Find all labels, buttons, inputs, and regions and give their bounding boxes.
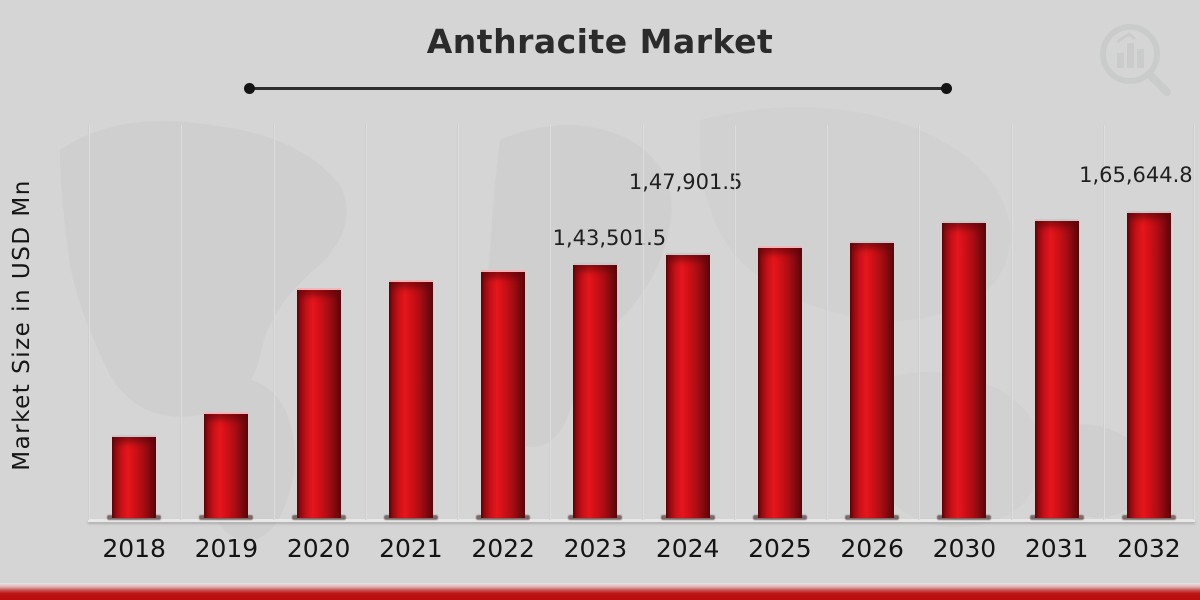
y-axis-label: Market Size in USD Mn (9, 179, 35, 471)
x-tick-label-2030: 2030 (932, 534, 997, 563)
gridline (733, 125, 736, 520)
x-tick-label-2019: 2019 (194, 534, 259, 563)
x-tick-label-2024: 2024 (655, 534, 720, 563)
bar-slot-2022 (457, 125, 549, 520)
gridline (88, 125, 90, 520)
data-label-2032: 1,65,644.8 (1079, 163, 1193, 187)
bar-slot-2031 (1011, 125, 1103, 520)
data-label-2024: 1,47,901.5 (628, 170, 743, 194)
x-tick-label-2020: 2020 (286, 534, 351, 563)
bar-2018 (112, 435, 157, 518)
title-underline (244, 83, 952, 94)
bar-2026 (850, 241, 895, 518)
x-tick-label-2025: 2025 (748, 534, 812, 563)
bar-slot-2024: 1,47,901.5 (629, 125, 742, 520)
bar-slot-2032: 1,65,644.8 (1079, 125, 1195, 520)
bar-slot-2030 (918, 125, 1010, 520)
x-axis-line (88, 519, 1195, 522)
gridline (272, 125, 275, 520)
gridline (180, 125, 183, 520)
gridline (364, 125, 367, 520)
x-tick-label-2018: 2018 (102, 534, 166, 563)
gridline (826, 125, 828, 520)
x-tick-label-2022: 2022 (471, 534, 535, 563)
bar-2024 (665, 253, 710, 518)
bar-2023 (573, 263, 618, 518)
bottom-red-band (0, 583, 1200, 600)
x-tick-label-2026: 2026 (840, 534, 904, 563)
bar-slot-2026 (826, 125, 918, 520)
bar-slot-2019 (180, 125, 272, 520)
bar-2019 (204, 412, 249, 518)
bar-2025 (757, 246, 802, 518)
bar-slot-2023: 1,43,501.5 (549, 125, 666, 520)
bar-2032 (1126, 211, 1171, 518)
bar-2031 (1034, 219, 1079, 518)
bar-2021 (388, 280, 433, 518)
plot-area: 1,43,501.5 1,47,901.5 1,65,644.8 (88, 125, 1195, 522)
gridline (641, 125, 644, 520)
bar-slot-2021 (365, 125, 457, 520)
bar-slot-2025 (734, 125, 826, 520)
bar-2022 (481, 270, 526, 518)
x-tick-label-2032: 2032 (1117, 534, 1181, 563)
gridline (549, 125, 552, 520)
bar-2030 (942, 221, 987, 518)
data-label-2023: 1,43,501.5 (552, 226, 667, 250)
x-axis-tick-labels: 2018 2019 2020 2021 2022 2023 2024 2025 2026 2030… (88, 531, 1195, 567)
bar-2020 (296, 288, 341, 518)
bar-slot-2020 (273, 125, 365, 520)
x-tick-label-2031: 2031 (1024, 534, 1089, 563)
gridline (1010, 125, 1013, 520)
gridline (1193, 125, 1195, 520)
x-tick-label-2023: 2023 (563, 534, 628, 563)
gridline (1102, 125, 1105, 520)
bar-slot-2018 (88, 125, 180, 520)
gridline (918, 125, 921, 520)
x-tick-label-2021: 2021 (379, 534, 443, 563)
gridline (457, 125, 459, 520)
chart-title: Anthracite Market (426, 22, 774, 61)
